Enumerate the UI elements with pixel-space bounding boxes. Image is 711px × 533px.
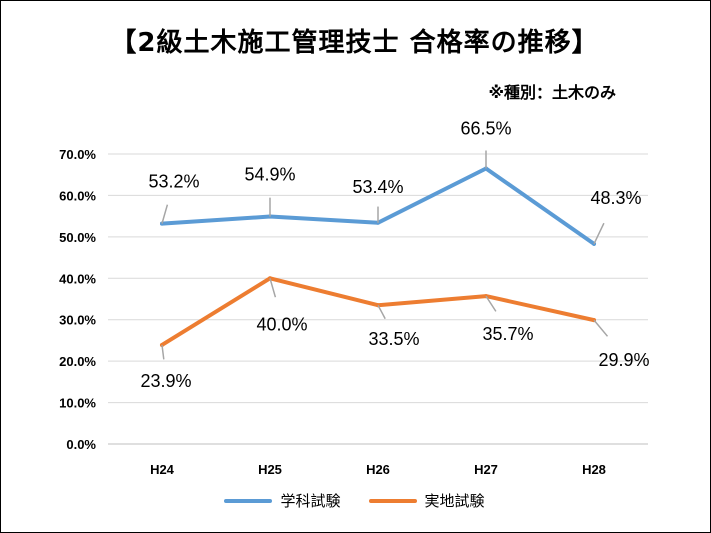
- leader-line: [161, 204, 169, 224]
- data-label: 29.9%: [598, 350, 649, 370]
- leader-line: [377, 304, 386, 320]
- leader-line: [269, 278, 277, 298]
- chart-subtitle: ※種別：土木のみ: [488, 83, 616, 102]
- y-tick-label: 10.0%: [59, 396, 96, 411]
- data-label: 53.4%: [352, 177, 403, 197]
- data-label: 66.5%: [460, 119, 511, 139]
- x-tick-label: H25: [258, 462, 282, 477]
- data-label: 54.9%: [244, 165, 295, 185]
- data-label: 35.7%: [482, 324, 533, 344]
- legend-item-series-0: 学科試験: [224, 490, 341, 511]
- legend-swatch-series-0: [224, 498, 273, 503]
- y-tick-label: 50.0%: [59, 230, 96, 245]
- chart-title: 【2級土木施工管理技士 合格率の推移】: [110, 28, 599, 58]
- legend-item-series-1: 実地試験: [368, 490, 485, 511]
- x-tick-label: H28: [582, 462, 606, 477]
- x-tick-label: H24: [150, 462, 175, 477]
- y-tick-label: 20.0%: [59, 354, 96, 369]
- data-label: 33.5%: [368, 329, 419, 349]
- y-tick-label: 70.0%: [59, 147, 96, 162]
- data-label: 23.9%: [140, 371, 191, 391]
- leader-line: [161, 344, 165, 360]
- legend-label-series-0: 学科試験: [280, 492, 341, 510]
- data-label: 48.3%: [590, 188, 641, 208]
- legend: 学科試験 実地試験: [0, 490, 709, 511]
- data-label: 40.0%: [256, 314, 307, 334]
- legend-swatch-series-1: [368, 498, 417, 503]
- y-tick-label: 60.0%: [59, 188, 96, 203]
- leader-line: [593, 319, 609, 337]
- x-tick-label: H26: [366, 462, 390, 477]
- leader-line: [485, 295, 497, 312]
- legend-label-series-1: 実地試験: [424, 492, 485, 510]
- data-label: 53.2%: [148, 172, 199, 192]
- y-tick-label: 30.0%: [59, 313, 96, 328]
- leader-line: [593, 222, 605, 245]
- y-tick-label: 40.0%: [59, 271, 96, 286]
- y-tick-label: 0.0%: [66, 437, 96, 452]
- x-tick-label: H27: [474, 462, 498, 477]
